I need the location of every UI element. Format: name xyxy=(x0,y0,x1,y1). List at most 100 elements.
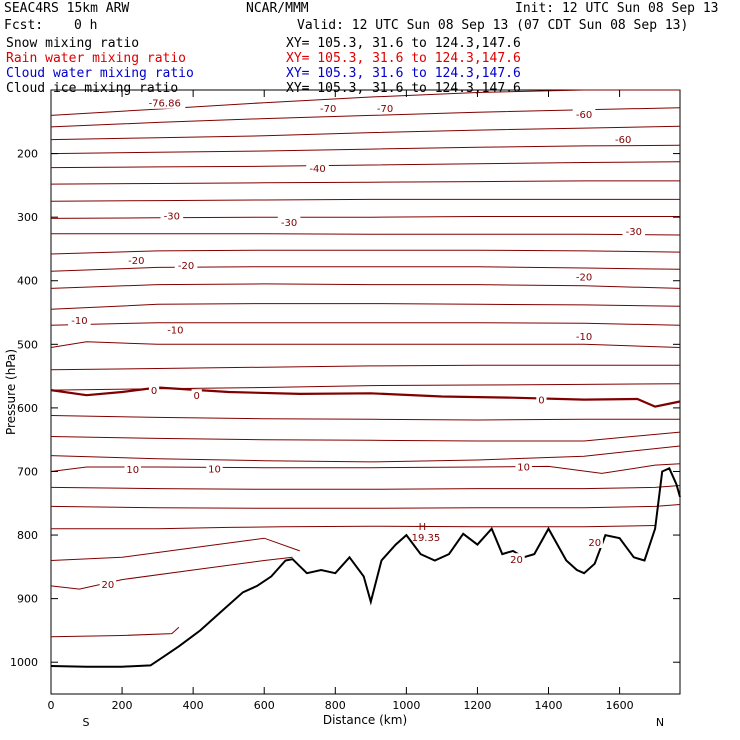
y-tick-label-0: 200 xyxy=(17,148,38,161)
contour-label-6: -30 xyxy=(164,211,180,222)
contour-line-5 xyxy=(50,180,680,185)
y-tick-label-2: 400 xyxy=(17,275,38,288)
contour-line-18 xyxy=(50,415,680,421)
contour-label-bg-13 xyxy=(164,323,187,336)
contour-label-12: -10 xyxy=(71,316,87,327)
contour-line-3 xyxy=(50,144,681,155)
contour-label-bg-17 xyxy=(536,393,547,406)
valid-time: Valid: 12 UTC Sun 08 Sep 13 (07 CDT Sun … xyxy=(297,18,689,33)
x-tick-label-6: 1200 xyxy=(463,699,491,712)
terrain-line xyxy=(50,466,681,668)
contour-label-23: 20 xyxy=(588,538,601,549)
contour-label-bg-8 xyxy=(622,225,646,238)
contour-line-23 xyxy=(50,504,681,509)
contour-label-bg-14 xyxy=(572,330,596,343)
plot-frame xyxy=(50,89,681,695)
contour-label-bg-20 xyxy=(515,460,532,473)
contour-label-bg-4 xyxy=(611,132,635,145)
contour-label-11: -20 xyxy=(576,272,592,283)
contour-label-22: 20 xyxy=(510,555,523,566)
contour-label-8: -30 xyxy=(626,227,642,238)
contour-label-bg-9 xyxy=(124,253,148,266)
contour-line-25 xyxy=(50,537,300,561)
contour-label-14: -10 xyxy=(576,332,592,343)
contour-label-17: 0 xyxy=(538,396,544,407)
y-tick-label-7: 900 xyxy=(17,593,38,606)
contour-line-0 xyxy=(50,89,680,116)
contour-line-8 xyxy=(51,233,681,236)
contour-line-27 xyxy=(50,626,180,638)
x-tick-label-8: 1600 xyxy=(606,699,634,712)
legend-snow-name: Snow mixing ratio xyxy=(6,36,140,51)
contour-label-bg-19 xyxy=(206,462,223,475)
contour-label-bg-0 xyxy=(144,96,186,109)
contour-line-21 xyxy=(50,463,681,474)
center-title: NCAR/MMM xyxy=(246,1,309,16)
contour-line-17 xyxy=(50,386,681,408)
contour-label-bg-22 xyxy=(508,553,525,566)
y-tick-label-6: 800 xyxy=(17,529,38,542)
contour-label-21: 20 xyxy=(101,580,114,591)
legend-rain-xy: XY= 105.3, 31.6 to 124.3,147.6 xyxy=(286,51,521,66)
contour-line-22 xyxy=(50,485,681,490)
contour-label-bg-1 xyxy=(316,101,340,114)
contour-label-3: -60 xyxy=(576,110,592,121)
x-tick-label-5: 1000 xyxy=(392,699,420,712)
contour-line-13 xyxy=(50,322,681,326)
legend-snow-xy: XY= 105.3, 31.6 to 124.3,147.6 xyxy=(286,36,521,51)
contour-line-10 xyxy=(50,266,681,272)
contour-label-bg-18 xyxy=(124,462,141,475)
x-tick-label-1: 200 xyxy=(112,699,133,712)
endpoint-right-label: N xyxy=(656,716,664,729)
contour-line-2 xyxy=(50,125,681,141)
y-tick-label-4: 600 xyxy=(17,402,38,415)
endpoint-left-label: S xyxy=(83,716,90,729)
x-tick-label-2: 400 xyxy=(183,699,204,712)
contour-line-12 xyxy=(50,303,681,310)
contour-label-1: -70 xyxy=(320,104,336,115)
contour-labels: -76.86 -70 -70 -60 -60 -40 -30 -30 -30 -20 -20 -20 -… xyxy=(68,96,646,591)
y-tick-label-8: 1000 xyxy=(10,656,38,669)
contour-label-bg-6 xyxy=(160,209,184,222)
contour-label-10: -20 xyxy=(178,261,194,272)
contour-label-13: -10 xyxy=(167,326,183,337)
contour-lines xyxy=(50,89,681,638)
contour-label-9: -20 xyxy=(128,256,144,267)
contour-label-bg-16 xyxy=(191,389,202,402)
contour-line-20 xyxy=(50,445,681,463)
contour-label-16: 0 xyxy=(194,391,200,402)
contour-label-bg-23 xyxy=(586,536,603,549)
contour-label-bg-2 xyxy=(373,101,397,114)
init-time: Init: 12 UTC Sun 08 Sep 13 xyxy=(515,1,719,16)
contour-label-bg-5 xyxy=(306,162,329,175)
contour-line-6 xyxy=(50,198,680,202)
contour-line-7 xyxy=(50,216,680,219)
x-tick-label-7: 1400 xyxy=(535,699,563,712)
contour-line-24 xyxy=(51,525,656,530)
contour-label-5: -40 xyxy=(309,164,325,175)
contour-label-bg-3 xyxy=(572,108,596,121)
contour-label-bg-12 xyxy=(68,314,91,327)
legend-cloudice-name: Cloud ice mixing ratio xyxy=(6,81,179,96)
terrain-group xyxy=(50,466,681,668)
contour-label-20: 10 xyxy=(517,462,530,473)
contour-label-bg-10 xyxy=(174,258,198,271)
model-title: SEAC4RS 15km ARW xyxy=(4,1,130,16)
fcst-value: 0 h xyxy=(74,18,98,33)
contour-label-7: -30 xyxy=(281,218,297,229)
contour-label-bg-15 xyxy=(148,384,160,397)
y-axis-title: Pressure (hPa) xyxy=(4,349,18,435)
contour-line-26 xyxy=(50,556,293,590)
contour-line-4 xyxy=(50,161,681,169)
x-tick-label-0: 0 xyxy=(48,699,55,712)
contour-label-4: -60 xyxy=(615,135,631,146)
legend-rain-name: Rain water mixing ratio xyxy=(6,51,187,66)
max-annotation-1: 19.35 xyxy=(412,533,441,544)
contour-line-11 xyxy=(50,283,681,289)
contour-label-0: -76.86 xyxy=(149,99,181,110)
contour-line-15 xyxy=(50,364,680,371)
contour-label-18: 10 xyxy=(126,465,139,476)
y-tick-label-1: 300 xyxy=(17,211,38,224)
